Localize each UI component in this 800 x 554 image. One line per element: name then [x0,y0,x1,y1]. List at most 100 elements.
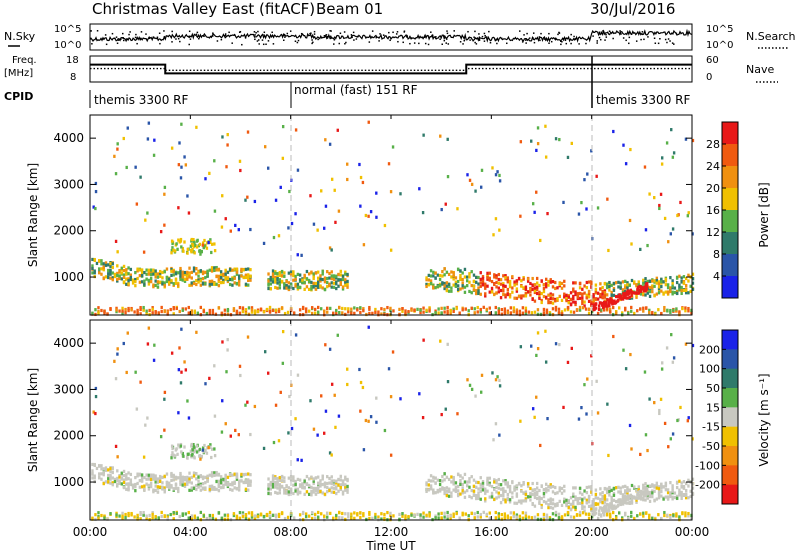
velocity-cell [170,454,174,458]
velocity-cell [335,513,338,518]
velocity-cell [232,512,236,516]
power-cell [687,291,690,295]
power-cell [419,310,422,315]
power-cell [463,285,467,289]
noise-right-label: N.Search [746,30,796,43]
power-cell [486,276,489,280]
velocity-cell [139,512,142,517]
noise-search-point [409,35,411,38]
velocity-cell [578,510,582,515]
velocity-cell [590,354,593,358]
noise-search-point [628,42,630,45]
velocity-cell [91,462,94,467]
velocity-cell [521,511,525,515]
power-cell [242,275,245,280]
velocity-cell [249,473,252,477]
power-cell [498,173,501,178]
power-cell [608,282,611,286]
velocity-cell [98,476,101,480]
velocity-cell [206,446,209,450]
power-cell [425,278,428,282]
power-cell [556,298,559,302]
power-cell [337,209,341,213]
velocity-cell [219,486,223,490]
velocity-cell [459,492,462,496]
power-cell [118,274,121,278]
velocity-cell [590,490,593,494]
velocity-cell [488,495,491,499]
power-cell [486,271,489,275]
velocity-cell [599,492,602,496]
velocity-cell [269,483,272,487]
velocity-cell [247,472,250,476]
velocity-cell [341,482,345,487]
power-cell [359,306,362,310]
velocity-cell [337,414,341,418]
velocity-cell [508,498,512,502]
power-cell [531,287,534,292]
power-cell [116,279,119,283]
velocity-cell [587,512,591,516]
power-cell [533,283,537,287]
velocity-cell [660,494,663,498]
noise-search-point [536,37,538,40]
velocity-cell [294,482,297,486]
power-cell [468,272,471,276]
velocity-cell [556,503,559,507]
velocity-cell [296,490,300,494]
power-cell [689,284,692,288]
velocity-cell [680,496,683,501]
power-cell [572,294,575,299]
velocity-cell [605,512,609,516]
velocity-cell [432,490,435,494]
power-cell [158,280,162,284]
power-cell [642,285,645,289]
power-cell [181,308,184,312]
noise-search-point [474,30,476,33]
velocity-cell [572,505,575,509]
power-cell [459,273,462,278]
noise-left-tick-top: 10^5 [54,24,81,35]
velocity-cell [222,485,225,490]
velocity-cell [684,514,687,518]
power-cell [587,289,591,294]
noise-search-point [111,32,114,35]
power-cell [574,300,577,304]
velocity-cell [298,490,302,494]
noise-search-point [122,39,125,42]
velocity-cell [644,485,647,489]
colorbar-tick-label: -50 [702,440,720,453]
velocity-cell [657,496,661,500]
noise-search-point [402,41,404,44]
velocity-cell [454,487,458,492]
velocity-cell [642,492,645,496]
noise-search-point [296,41,299,44]
velocity-cell [172,474,175,479]
power-cell [687,273,690,277]
velocity-cell [635,498,638,502]
power-cell [134,280,137,284]
noise-left-label: N.Sky [4,30,36,43]
velocity-cell [346,477,349,482]
velocity-cell [221,340,224,344]
velocity-cell [446,510,449,515]
velocity-cell [241,513,245,517]
power-cell [642,291,645,295]
power-cell [111,262,114,266]
velocity-cell [154,477,157,481]
velocity-cell [219,478,223,482]
velocity-cell [368,516,371,521]
power-cell [116,271,119,276]
velocity-cell [690,513,693,517]
power-cell [127,277,130,281]
velocity-cell [309,399,312,403]
velocity-cell [418,392,421,396]
velocity-cell [332,479,336,483]
velocity-cell [274,485,277,489]
velocity-cell [152,477,155,481]
power-cell [593,305,596,309]
power-cell [285,279,288,284]
velocity-cell [231,482,234,486]
power-cell [91,271,94,275]
noise-search-point [592,35,594,37]
